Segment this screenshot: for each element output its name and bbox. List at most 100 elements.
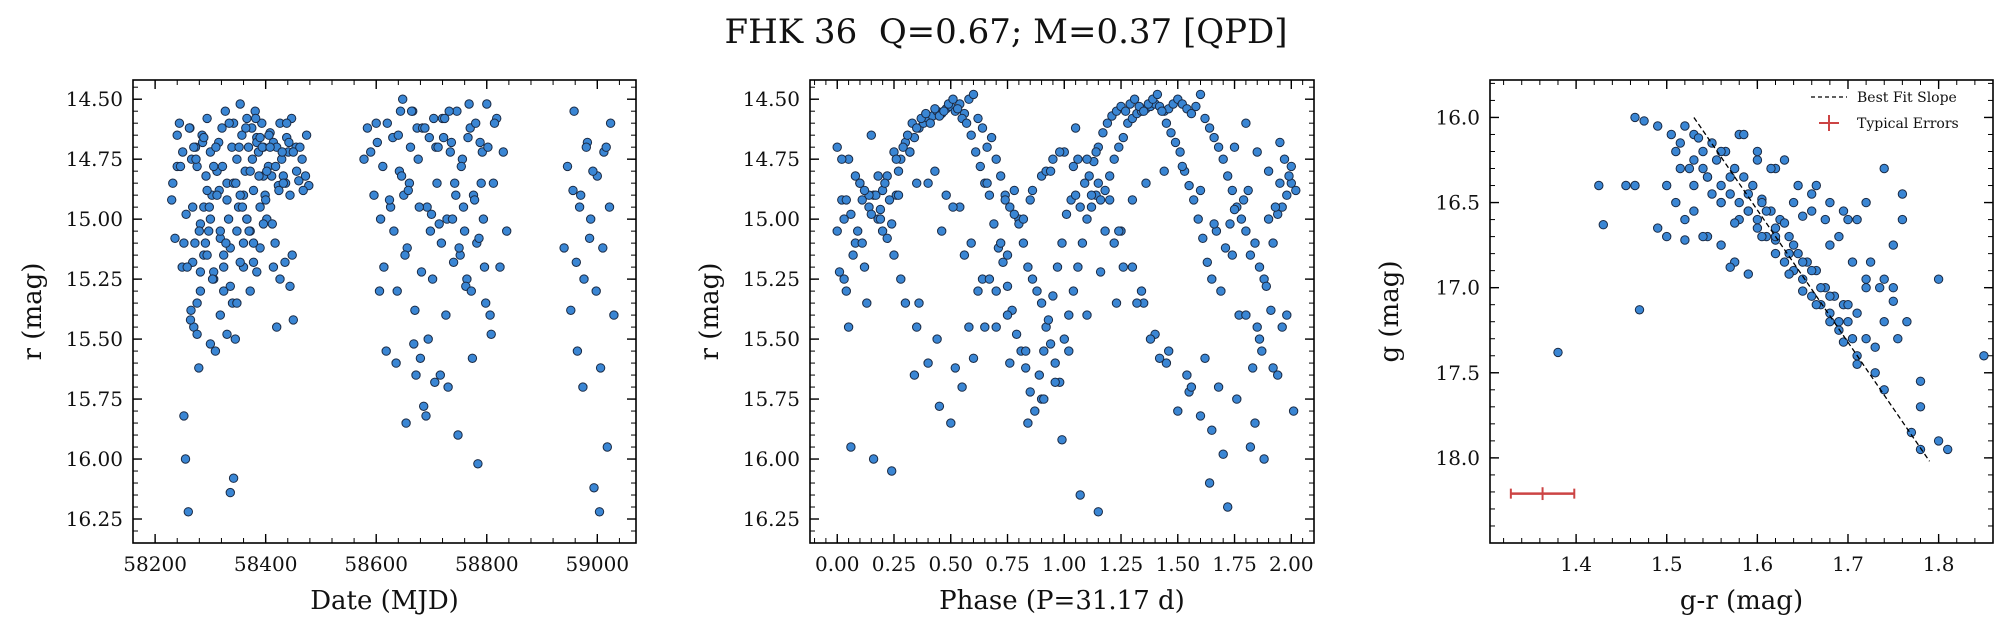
data-point: [1915, 402, 1926, 412]
data-point: [559, 243, 569, 253]
data-point: [241, 123, 251, 133]
data-point: [180, 454, 191, 464]
data-point: [179, 238, 189, 248]
data-point: [435, 370, 445, 380]
data-point: [837, 154, 847, 164]
data-point: [1630, 180, 1640, 191]
data-point: [433, 142, 443, 152]
data-point: [1834, 325, 1844, 335]
data-point: [1816, 283, 1826, 293]
x-tick-label: 58400: [234, 552, 298, 576]
data-point: [212, 190, 222, 200]
data-point: [1888, 283, 1899, 293]
data-point: [1154, 353, 1165, 363]
data-point: [1043, 315, 1054, 325]
data-point: [1263, 166, 1274, 176]
data-point: [588, 166, 598, 176]
data-point: [1039, 394, 1049, 404]
data-point: [1127, 195, 1138, 205]
x-tick-label: 1.8: [1923, 552, 1955, 576]
data-point: [232, 154, 242, 164]
data-point: [1120, 106, 1131, 116]
data-point: [601, 142, 611, 152]
data-point: [1684, 163, 1695, 174]
data-point: [415, 353, 426, 363]
data-point: [1073, 262, 1083, 272]
data-point: [248, 238, 259, 248]
data-point: [1075, 202, 1085, 212]
axes-frame: [809, 79, 1315, 544]
data-point: [257, 142, 267, 152]
data-point: [459, 226, 470, 236]
data-point: [217, 123, 227, 133]
figure-title: FHK 36 Q=0.67; M=0.37 [QPD]: [724, 12, 1288, 52]
data-point: [248, 185, 259, 196]
data-point: [1207, 425, 1217, 435]
data-point: [984, 274, 995, 284]
data-point: [261, 195, 271, 205]
data-point: [578, 382, 588, 392]
data-point: [1847, 257, 1858, 267]
x-axis-label: g-r (mag): [1680, 586, 1803, 616]
data-point: [1870, 368, 1880, 378]
data-point: [1011, 329, 1022, 339]
data-point: [202, 185, 212, 196]
data-point: [1166, 128, 1176, 138]
data-point: [369, 190, 379, 200]
data-point: [1241, 118, 1251, 128]
data-point: [1250, 418, 1260, 428]
data-point: [1268, 363, 1278, 373]
data-point: [968, 89, 979, 100]
data-point: [581, 142, 591, 152]
data-point: [1254, 262, 1265, 272]
error-bar: [1509, 487, 1576, 501]
data-point: [495, 262, 505, 272]
data-point: [252, 267, 262, 277]
data-point: [1098, 128, 1108, 138]
data-point: [288, 147, 298, 157]
data-point: [473, 459, 483, 469]
data-point: [481, 298, 491, 308]
y-tick-label: 15.75: [743, 387, 800, 411]
data-point: [1250, 238, 1260, 248]
data-point: [1030, 406, 1040, 416]
data-point: [1238, 195, 1249, 205]
data-point: [1743, 269, 1754, 279]
data-point: [1689, 180, 1699, 191]
data-point: [295, 142, 305, 152]
data-point: [1825, 240, 1835, 250]
data-point: [419, 401, 429, 411]
data-point: [413, 154, 423, 164]
data-point: [1689, 206, 1699, 216]
data-point: [887, 466, 897, 476]
data-point: [1788, 240, 1799, 250]
data-point: [1020, 363, 1031, 373]
data-point: [1897, 214, 1908, 225]
data-point: [265, 142, 275, 152]
data-point: [215, 310, 226, 320]
data-point: [1254, 334, 1265, 344]
data-point: [1698, 231, 1708, 242]
data-point: [1177, 161, 1188, 172]
data-point: [948, 202, 958, 212]
data-point: [248, 257, 259, 267]
data-point: [1680, 214, 1690, 225]
data-point: [1897, 189, 1908, 199]
data-point: [973, 286, 983, 296]
data-point: [839, 274, 849, 284]
data-point: [1002, 281, 1013, 291]
data-point: [1086, 202, 1097, 212]
data-point: [1100, 185, 1110, 196]
axes-frame: [132, 79, 637, 544]
y-axis-label: r (mag): [18, 263, 48, 361]
data-point: [1875, 283, 1885, 293]
data-point: [973, 113, 983, 124]
data-point: [1111, 298, 1122, 308]
data-point: [255, 243, 265, 253]
data-point: [1129, 94, 1140, 104]
data-point: [446, 137, 457, 148]
data-point: [443, 382, 453, 392]
data-point: [930, 104, 940, 114]
data-point: [175, 161, 186, 172]
